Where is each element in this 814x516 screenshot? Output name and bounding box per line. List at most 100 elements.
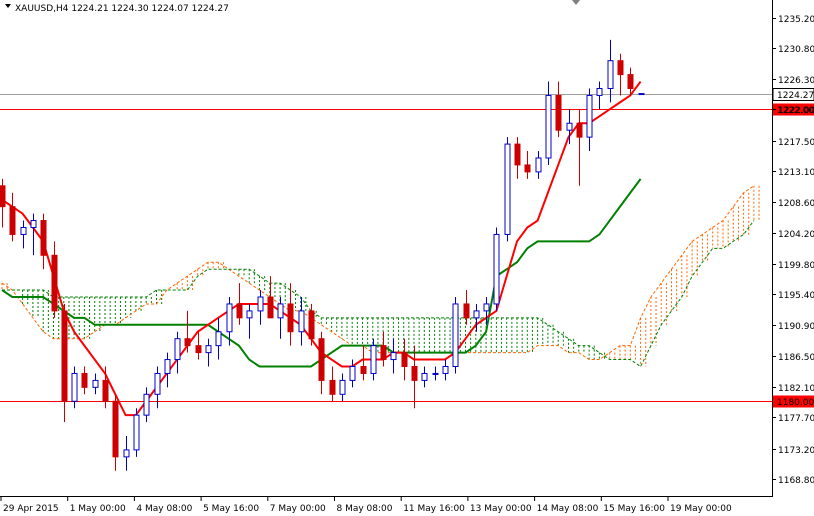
- x-tick-label: 7 May 00:00: [270, 504, 326, 514]
- candle-body: [257, 296, 264, 312]
- level-price-label: 1180.00: [777, 398, 814, 408]
- candle-body: [493, 233, 500, 305]
- candle-body: [411, 366, 418, 381]
- candle-body: [586, 94, 593, 138]
- axes: [0, 0, 773, 497]
- candle-body: [298, 310, 305, 333]
- candle-body: [102, 379, 109, 402]
- candle-body: [236, 303, 243, 319]
- candle-body: [40, 220, 47, 256]
- candle-body: [164, 359, 171, 374]
- x-tick-label: 4 May 08:00: [136, 504, 192, 514]
- level-price-label: 1222.00: [777, 106, 814, 116]
- x-tick-label: 15 May 16:00: [603, 504, 665, 514]
- y-tick-label: 1217.50: [778, 138, 814, 148]
- x-tick-label: 1 May 00:00: [70, 504, 126, 514]
- candle-body: [596, 87, 603, 96]
- candle-body: [205, 345, 212, 354]
- x-tick-label: 13 May 00:00: [470, 504, 532, 514]
- x-tick-label: 14 May 08:00: [537, 504, 599, 514]
- candle-body: [535, 157, 542, 173]
- y-axis-ticks: 1222.00 1180.00 1224.27 1235.20 1230.80 1226.…: [772, 15, 814, 486]
- level-price-tag: [773, 395, 814, 408]
- candle-body: [566, 122, 573, 131]
- candle-body: [195, 345, 202, 354]
- candle-body: [329, 379, 336, 395]
- candle-body: [370, 345, 377, 374]
- y-tick-label: 1235.20: [778, 15, 814, 25]
- ichimoku-cloud: [1, 185, 760, 368]
- candle-body: [504, 143, 511, 235]
- current-price-label: 1224.27: [777, 91, 814, 101]
- y-tick-label: 1186.50: [778, 353, 814, 363]
- candle-body: [473, 310, 480, 319]
- candle-body: [9, 206, 16, 235]
- candle-body: [390, 352, 397, 361]
- x-axis-ticks: 29 Apr 2015 1 May 00:00 4 May 08:00 5 May 1…: [0, 496, 732, 514]
- candle-body: [71, 372, 78, 402]
- senkou-span-b-line: [2, 220, 755, 368]
- candle-body: [627, 74, 634, 89]
- candle-body: [607, 60, 614, 89]
- candle-body: [349, 366, 356, 381]
- collapse-triangle-icon[interactable]: [5, 4, 11, 8]
- scroll-marker-icon[interactable]: [572, 0, 580, 5]
- candle-body: [339, 379, 346, 395]
- candle-body: [638, 93, 645, 96]
- candle-body: [143, 393, 150, 416]
- y-tick-label: 1168.80: [778, 476, 814, 486]
- candle-body: [61, 310, 68, 402]
- candle-body: [0, 185, 6, 208]
- candle-body: [421, 372, 428, 381]
- candle-body: [92, 379, 99, 388]
- candle-body: [267, 296, 274, 319]
- candle-body: [318, 338, 325, 381]
- candle-body: [576, 122, 583, 138]
- candle-body: [442, 366, 449, 374]
- candle-body: [184, 338, 191, 347]
- y-tick-label: 1230.80: [778, 45, 814, 55]
- y-tick-label: 1213.10: [778, 168, 814, 178]
- candle-body: [133, 414, 140, 451]
- candle-body: [360, 366, 367, 374]
- y-tick-label: 1226.30: [778, 76, 814, 86]
- chart-title: XAUUSD,H4 1224.21 1224.30 1224.07 1224.2…: [5, 4, 229, 14]
- candle-body: [452, 303, 459, 368]
- candle-body: [30, 220, 37, 228]
- candle-body: [524, 164, 531, 173]
- y-tick-label: 1195.40: [778, 291, 814, 301]
- x-tick-label: 8 May 08:00: [337, 504, 393, 514]
- y-tick-label: 1204.20: [778, 230, 814, 240]
- candle-body: [81, 372, 88, 388]
- y-tick-label: 1173.20: [778, 446, 814, 456]
- candle-body: [112, 400, 119, 458]
- x-tick-label: 29 Apr 2015: [3, 504, 59, 514]
- level-price-tag: [773, 103, 814, 116]
- candles: [0, 39, 645, 471]
- candle-body: [401, 352, 408, 368]
- x-tick-label: 11 May 16:00: [403, 504, 465, 514]
- x-tick-label: 19 May 00:00: [670, 504, 732, 514]
- y-tick-label: 1182.10: [778, 384, 814, 394]
- candle-body: [308, 310, 315, 340]
- y-tick-label: 1208.60: [778, 199, 814, 209]
- candle-body: [226, 303, 233, 333]
- y-tick-label: 1199.80: [778, 261, 814, 271]
- candle-body: [20, 226, 27, 235]
- y-tick-label: 1222.00: [778, 106, 814, 116]
- candle-body: [246, 310, 253, 319]
- candle-body: [277, 303, 284, 319]
- candle-body: [555, 94, 562, 131]
- y-tick-label: 1190.90: [778, 322, 814, 332]
- candle-body: [215, 331, 222, 347]
- current-price-tag: [772, 88, 814, 101]
- candle-body: [154, 372, 161, 395]
- candle-body: [380, 345, 387, 361]
- chart-title-text: XAUUSD,H4 1224.21 1224.30 1224.07 1224.2…: [15, 4, 229, 14]
- y-tick-label: 1177.70: [778, 414, 814, 424]
- candle-body: [287, 303, 294, 333]
- candle-body: [545, 94, 552, 159]
- x-tick-label: 5 May 16:00: [203, 504, 259, 514]
- candle-body: [174, 338, 181, 361]
